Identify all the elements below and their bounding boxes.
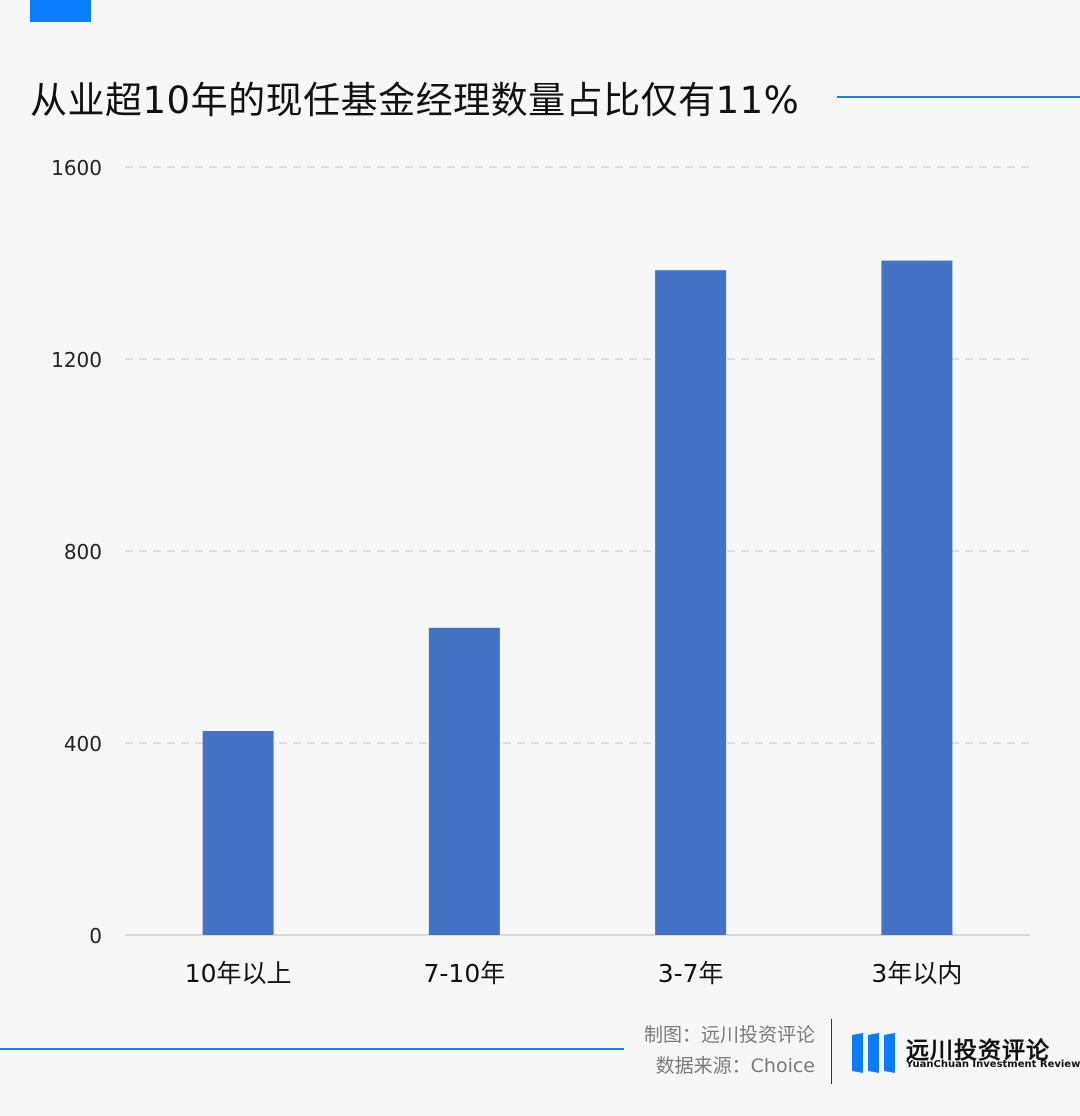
- x-tick-label: 7-10年: [424, 959, 506, 988]
- top-accent-block: [30, 0, 91, 22]
- logo-bars-icon: [852, 1033, 895, 1073]
- y-tick-label: 1600: [51, 156, 102, 180]
- y-tick-label: 400: [64, 732, 102, 756]
- logo-subtitle: YuanChuan Investment Review: [906, 1059, 1080, 1070]
- maker-credit: 制图：远川投资评论: [643, 1024, 815, 1046]
- y-tick-label: 1200: [51, 348, 102, 372]
- chart-title: 从业超10年的现任基金经理数量占比仅有11%: [30, 79, 800, 122]
- bar-chart: 0 400 800 1200 1600 10年以上 7-10年 3-7年 3年以内: [51, 156, 1030, 988]
- logo-name: 远川投资评论: [906, 1038, 1050, 1064]
- bar: [428, 627, 500, 935]
- bar: [881, 260, 953, 936]
- source-credit: 数据来源：Choice: [655, 1055, 815, 1077]
- x-tick-label: 10年以上: [185, 959, 292, 988]
- x-tick-label: 3年以内: [871, 959, 962, 988]
- credits: 制图：远川投资评论 数据来源：Choice: [644, 1020, 815, 1082]
- credits-divider: [831, 1019, 832, 1084]
- y-tick-label: 800: [64, 540, 102, 564]
- bottom-rule: [0, 1048, 624, 1050]
- bar: [655, 270, 727, 935]
- bar: [202, 731, 274, 935]
- y-tick-label: 0: [89, 924, 102, 948]
- x-tick-label: 3-7年: [658, 959, 724, 988]
- title-rule: [837, 96, 1080, 98]
